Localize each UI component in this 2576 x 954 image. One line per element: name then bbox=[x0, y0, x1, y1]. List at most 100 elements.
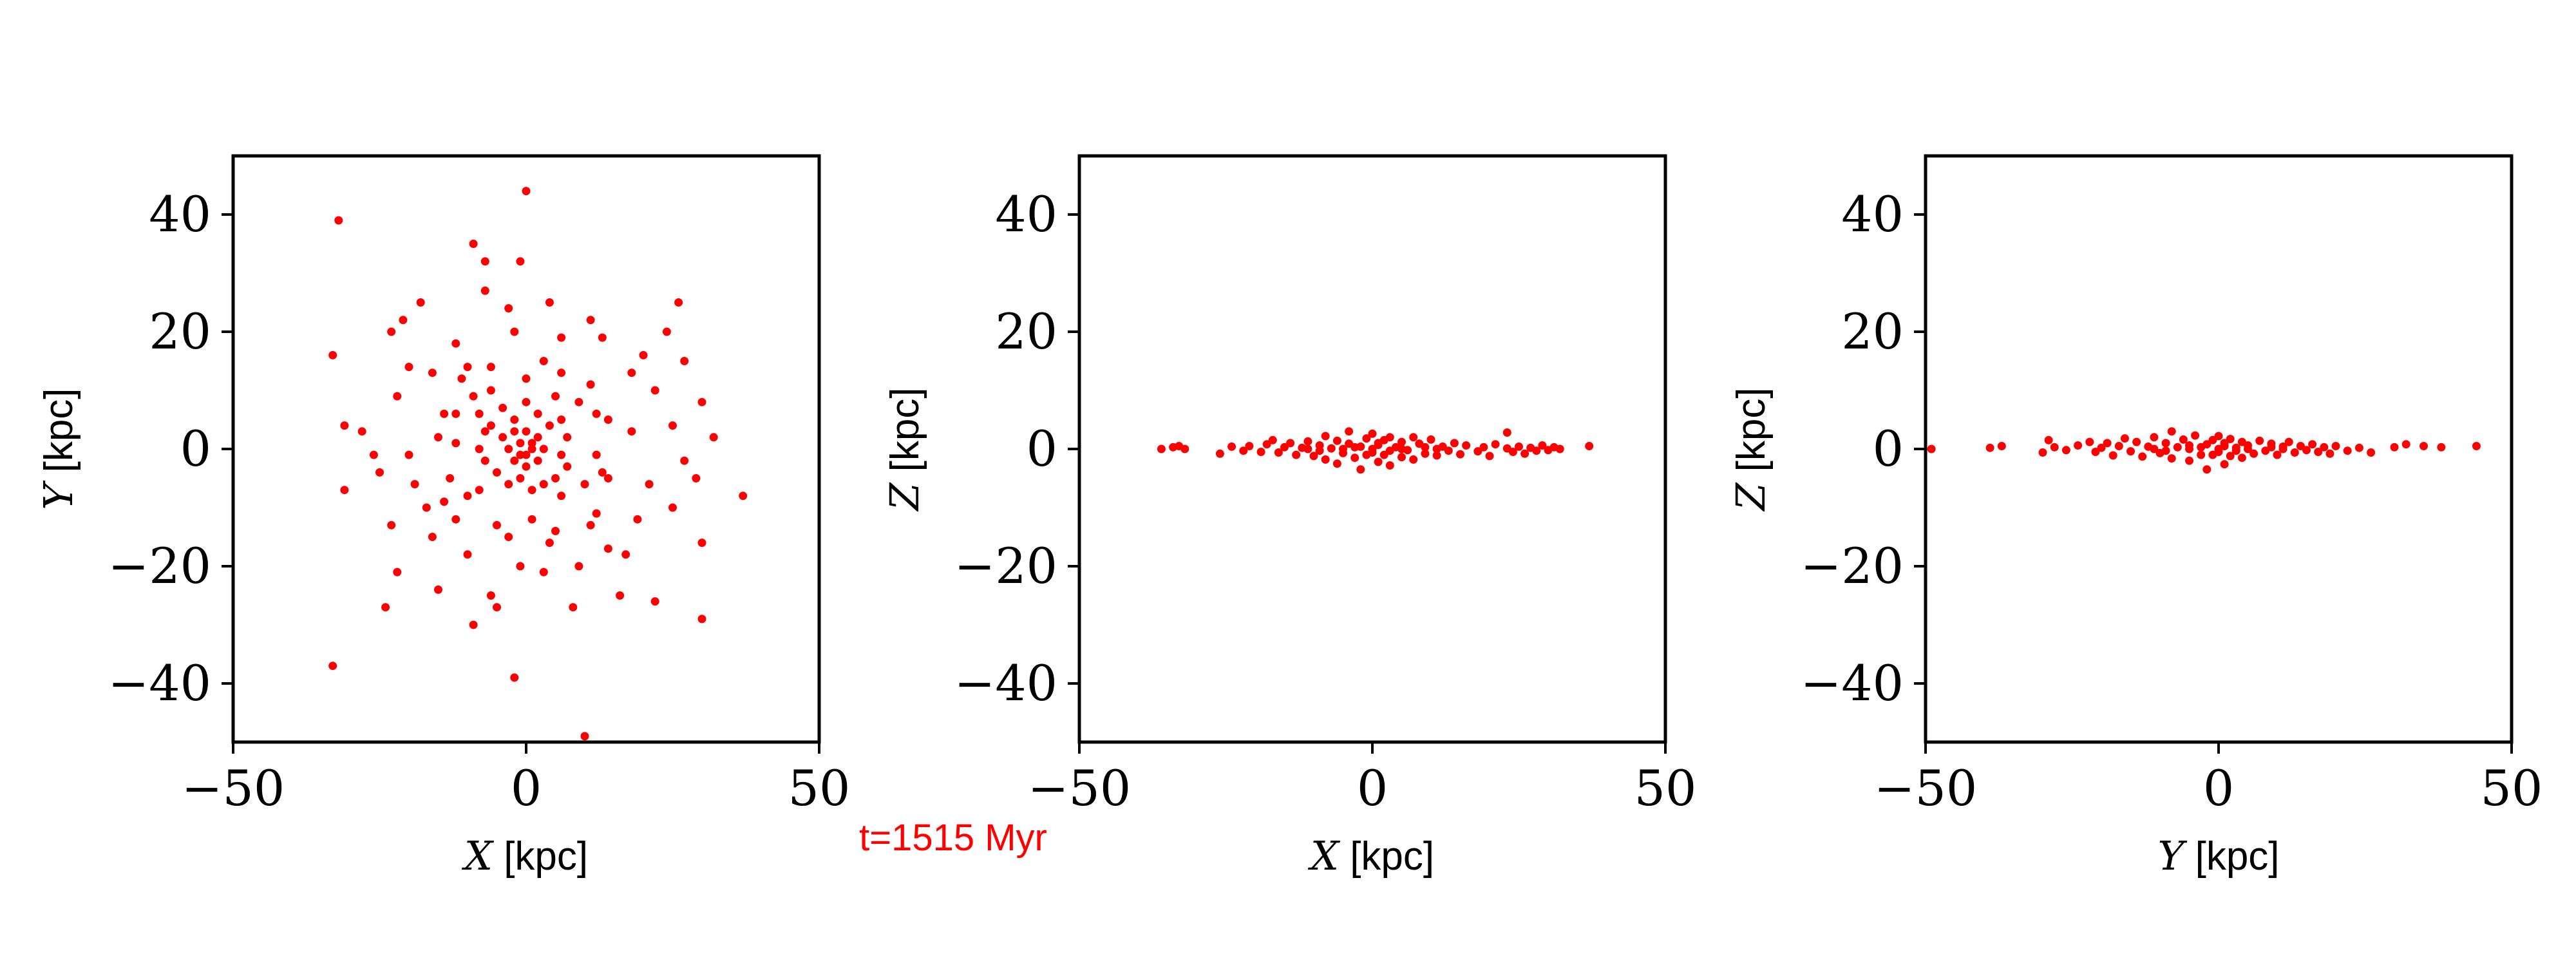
y-tick-label: 0 bbox=[1027, 420, 1057, 477]
scatter-point bbox=[533, 456, 542, 465]
scatter-point bbox=[1397, 444, 1406, 453]
scatter-point bbox=[1502, 428, 1511, 437]
scatter-point bbox=[504, 480, 513, 489]
x-tick-label: 0 bbox=[511, 759, 542, 817]
scatter-point bbox=[2290, 448, 2299, 457]
scatter-point bbox=[498, 403, 507, 412]
scatter-point bbox=[2038, 448, 2047, 457]
scatter-point bbox=[1268, 435, 1277, 444]
scatter-point bbox=[2208, 435, 2217, 444]
x-axis-label: X [kpc] bbox=[1308, 832, 1434, 879]
x-tick-label: 0 bbox=[2203, 759, 2234, 817]
scatter-point bbox=[1520, 449, 1530, 458]
scatter-point bbox=[504, 304, 513, 313]
scatter-point bbox=[493, 520, 501, 529]
scatter-point bbox=[2367, 448, 2376, 457]
scatter-point bbox=[1479, 443, 1488, 452]
scatter-point bbox=[2472, 442, 2481, 450]
scatter-point bbox=[697, 615, 706, 624]
scatter-point bbox=[1303, 444, 1312, 453]
scatter-point bbox=[480, 257, 489, 266]
scatter-point bbox=[340, 486, 349, 495]
scatter-point bbox=[569, 603, 578, 612]
scatter-point bbox=[1450, 439, 1459, 448]
scatter-point bbox=[2314, 448, 2323, 456]
scatter-point bbox=[586, 380, 595, 389]
scatter-point bbox=[2126, 447, 2135, 456]
scatter-point bbox=[627, 427, 636, 436]
time-label: t=1515 Myr bbox=[859, 817, 1047, 859]
scatter-point bbox=[399, 316, 408, 325]
scatter-point bbox=[2197, 443, 2206, 452]
scatter-point bbox=[2331, 442, 2340, 450]
y-tick-label: 20 bbox=[149, 303, 211, 360]
scatter-point bbox=[1262, 440, 1271, 449]
scatter-point bbox=[510, 327, 519, 336]
x-tick-label: 50 bbox=[1634, 759, 1697, 817]
scatter-point bbox=[451, 339, 460, 348]
scatter-point bbox=[1473, 447, 1482, 456]
scatter-point bbox=[1432, 444, 1441, 453]
scatter-point bbox=[434, 433, 442, 442]
scatter-point bbox=[2167, 454, 2176, 463]
scatter-point bbox=[387, 327, 396, 336]
scatter-point bbox=[645, 480, 654, 489]
scatter-point bbox=[469, 620, 478, 629]
scatter-point bbox=[545, 421, 554, 430]
scatter-point bbox=[1215, 449, 1224, 458]
scatter-point bbox=[463, 491, 472, 501]
panel-3: −50 0 50 −40 −20 0 20 40 Y [kpc] Z [kpc] bbox=[1727, 154, 2543, 879]
scatter-point bbox=[475, 486, 484, 495]
scatter-point bbox=[1385, 461, 1394, 470]
scatter-point bbox=[2214, 432, 2223, 441]
scatter-point bbox=[387, 520, 396, 529]
scatter-point bbox=[393, 568, 402, 577]
scatter-point bbox=[1538, 441, 1547, 450]
scatter-point bbox=[2061, 446, 2070, 455]
scatter-point bbox=[469, 392, 478, 401]
scatter-point bbox=[451, 439, 460, 448]
scatter-point bbox=[475, 409, 484, 418]
scatter-point bbox=[516, 450, 525, 459]
scatter-point bbox=[369, 450, 378, 459]
scatter-point bbox=[2150, 444, 2159, 453]
x-tick-label: 50 bbox=[2481, 759, 2543, 817]
scatter-point bbox=[486, 363, 495, 372]
scatter-point bbox=[668, 503, 677, 512]
scatter-point bbox=[440, 409, 449, 418]
scatter-point bbox=[545, 298, 554, 307]
x-tick-label: −50 bbox=[182, 759, 285, 817]
scatter-point bbox=[2284, 437, 2293, 446]
scatter-point bbox=[480, 427, 489, 436]
axes-frame bbox=[231, 154, 821, 744]
scatter-point bbox=[428, 533, 437, 541]
scatter-points bbox=[1927, 427, 2481, 474]
scatter-point bbox=[1356, 465, 1365, 474]
scatter-point bbox=[522, 427, 531, 436]
scatter-point bbox=[1286, 439, 1295, 448]
scatter-point bbox=[1985, 443, 1994, 452]
scatter-point bbox=[404, 450, 413, 459]
scatter-point bbox=[2325, 449, 2334, 458]
scatter-point bbox=[2308, 440, 2317, 449]
scatter-point bbox=[692, 474, 701, 482]
y-tick-label: −20 bbox=[108, 537, 211, 595]
scatter-point bbox=[592, 509, 601, 518]
scatter-point bbox=[2208, 450, 2217, 459]
scatter-point bbox=[551, 526, 560, 535]
scatter-point bbox=[527, 444, 536, 453]
scatter-point bbox=[603, 474, 612, 482]
scatter-point bbox=[2302, 446, 2311, 455]
scatter-point bbox=[2167, 427, 2176, 436]
scatter-point bbox=[1397, 437, 1406, 446]
scatter-point bbox=[1256, 448, 1265, 456]
scatter-point bbox=[516, 439, 525, 448]
scatter-point bbox=[1321, 455, 1330, 464]
scatter-point bbox=[2420, 442, 2428, 450]
scatter-point bbox=[2278, 444, 2287, 453]
scatter-point bbox=[1368, 444, 1377, 453]
x-tick-label: 50 bbox=[788, 759, 851, 817]
scatter-point bbox=[340, 421, 349, 430]
scatter-point bbox=[1321, 432, 1330, 441]
scatter-point bbox=[504, 444, 513, 453]
